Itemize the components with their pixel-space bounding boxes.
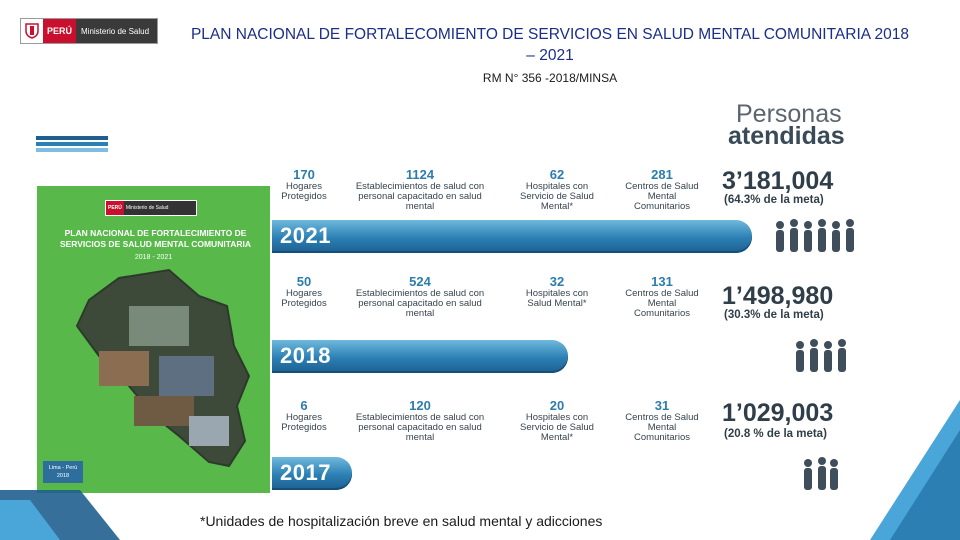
stat-centros-2018: 131 Centros de Salud Mental Comunitarios — [622, 275, 702, 319]
stat-centros-2017: 31 Centros de Salud Mental Comunitarios — [622, 399, 702, 443]
stat-value: 32 — [549, 274, 565, 289]
year-bar-fill — [272, 220, 752, 253]
stat-label: Establecimientos de salud con personal c… — [355, 288, 485, 319]
persons-count-2018: 1’498,980 — [722, 282, 834, 310]
year-label: 2018 — [280, 343, 331, 368]
stat-label: Hospitales con Salud Mental* — [525, 288, 589, 309]
stat-value: 31 — [654, 398, 670, 413]
persons-heading-line1: Personas — [736, 100, 842, 128]
cover-title: PLAN NACIONAL DE FORTALECIMIENTO DE SERV… — [59, 228, 252, 249]
stat-hogares-2021: 170 Hogares Protegidos — [276, 168, 332, 202]
stat-centros-2021: 281 Centros de Salud Mental Comunitarios — [622, 168, 702, 212]
cover-logo: PERÚ Ministerio de Salud — [105, 200, 197, 216]
year-label: 2017 — [280, 460, 331, 485]
persons-count-2017: 1’029,003 — [722, 399, 834, 427]
cover-footer: Lima - Perú 2018 — [43, 461, 83, 483]
corner-decoration — [870, 400, 960, 540]
footnote: *Unidades de hospitalización breve en sa… — [200, 513, 603, 529]
stat-value: 6 — [300, 398, 308, 413]
page-title: PLAN NACIONAL DE FORTALECOMIENTO DE SERV… — [190, 26, 910, 64]
stat-label: Hospitales con Servicio de Salud Mental* — [520, 181, 594, 212]
stat-value: 170 — [293, 167, 315, 182]
logo-ministry: Ministerio de Salud — [76, 19, 157, 43]
stat-label: Centros de Salud Mental Comunitarios — [625, 412, 699, 443]
stat-establecimientos-2021: 1124 Establecimientos de salud con perso… — [352, 168, 488, 212]
stat-label: Establecimientos de salud con personal c… — [355, 181, 485, 212]
stat-value: 120 — [409, 398, 431, 413]
year-bar-fill — [272, 340, 568, 373]
stat-hogares-2017: 6 Hogares Protegidos — [276, 399, 332, 433]
stat-establecimientos-2017: 120 Establecimientos de salud con person… — [352, 399, 488, 443]
stat-label: Hospitales con Servicio de Salud Mental* — [520, 412, 594, 443]
people-group-icon — [776, 219, 854, 252]
stat-value: 62 — [549, 167, 565, 182]
stat-label: Hogares Protegidos — [281, 288, 327, 309]
minsa-logo: PERÚ Ministerio de Salud — [20, 18, 158, 44]
peru-shield-icon — [21, 19, 43, 43]
decorative-stripes — [36, 136, 108, 154]
stat-hospitales-2021: 62 Hospitales con Servicio de Salud Ment… — [514, 168, 600, 212]
plan-cover-image: PERÚ Ministerio de Salud PLAN NACIONAL DE… — [37, 186, 270, 493]
stat-label: Centros de Salud Mental Comunitarios — [625, 288, 699, 319]
people-group-icon — [804, 457, 838, 490]
people-group-icon — [796, 339, 846, 372]
stat-establecimientos-2018: 524 Establecimientos de salud con person… — [352, 275, 488, 319]
meta-percent-2021: (64.3% de la meta) — [724, 194, 824, 206]
peru-map-icon — [75, 268, 251, 468]
stat-value: 50 — [296, 274, 312, 289]
stat-value: 524 — [409, 274, 431, 289]
meta-percent-2017: (20.8 % de la meta) — [724, 428, 827, 440]
stat-value: 1124 — [405, 167, 435, 182]
stat-value: 281 — [651, 167, 673, 182]
year-label: 2021 — [280, 223, 331, 248]
stat-hospitales-2017: 20 Hospitales con Servicio de Salud Ment… — [514, 399, 600, 443]
stat-label: Establecimientos de salud con personal c… — [355, 412, 485, 443]
cover-years: 2018 - 2021 — [134, 254, 173, 261]
meta-percent-2018: (30.3% de la meta) — [724, 309, 824, 321]
stat-label: Centros de Salud Mental Comunitarios — [625, 181, 699, 212]
stat-hospitales-2018: 32 Hospitales con Salud Mental* — [514, 275, 600, 309]
stat-label: Hogares Protegidos — [281, 181, 327, 202]
stat-value: 20 — [549, 398, 565, 413]
persons-count-2021: 3’181,004 — [722, 167, 834, 195]
stat-label: Hogares Protegidos — [281, 412, 327, 433]
page-subtitle: RM N° 356 -2018/MINSA — [482, 71, 618, 85]
cover-logo-ministry: Ministerio de Salud — [123, 201, 196, 215]
persons-heading-line2: atendidas — [728, 122, 845, 150]
stat-value: 131 — [651, 274, 673, 289]
logo-country: PERÚ — [43, 19, 77, 43]
cover-logo-country: PERÚ — [106, 201, 124, 215]
year-bar-fill — [272, 457, 352, 490]
bottom-decoration — [0, 490, 120, 540]
stat-hogares-2018: 50 Hogares Protegidos — [276, 275, 332, 309]
